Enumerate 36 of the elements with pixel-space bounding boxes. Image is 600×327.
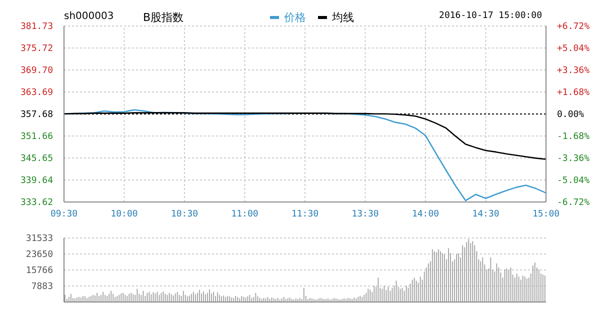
y-tick-label: 363.69 xyxy=(20,88,53,98)
x-tick-label: 13:30 xyxy=(352,209,379,220)
y-tick-label: 333.62 xyxy=(20,198,53,208)
chart-title: B股指数 xyxy=(143,10,184,25)
y-tick-label: 357.68 xyxy=(20,110,53,120)
x-tick-label: 15:00 xyxy=(532,209,560,220)
y-tick-label: 351.66 xyxy=(20,132,53,142)
y2-tick-label: -3.36% xyxy=(557,154,590,164)
y-tick-label: 339.64 xyxy=(20,176,53,186)
y-tick-label: 375.72 xyxy=(20,44,53,54)
y-tick-label: 7883 xyxy=(31,282,53,292)
x-tick-label: 10:00 xyxy=(110,209,138,220)
y-tick-label: 31533 xyxy=(26,234,53,244)
x-tick-label: 10:30 xyxy=(170,209,198,220)
x-tick-label: 14:00 xyxy=(412,209,440,220)
y2-tick-label: +3.36% xyxy=(557,66,590,76)
text: 2016-10-17 15:00:00 xyxy=(439,11,542,21)
y-tick-label: 15766 xyxy=(26,266,53,276)
y2-tick-label: -6.72% xyxy=(557,198,590,208)
y-tick-label: 369.70 xyxy=(20,66,53,76)
y2-tick-label: -1.68% xyxy=(557,132,590,142)
y-tick-label: 23650 xyxy=(26,250,53,260)
y2-tick-label: +5.04% xyxy=(557,44,590,54)
y2-tick-label: +6.72% xyxy=(557,22,590,32)
x-tick-label: 09:30 xyxy=(50,209,78,220)
x-tick-label: 11:00 xyxy=(231,209,258,220)
y2-tick-label: 0.00% xyxy=(557,110,585,120)
legend-label: 价格 xyxy=(283,10,306,25)
chart-subtitle: sh000003 xyxy=(64,11,114,22)
y-tick-label: 345.65 xyxy=(20,154,53,164)
x-tick-label: 11:30 xyxy=(291,209,319,220)
y2-tick-label: -5.04% xyxy=(557,176,590,186)
y-tick-label: 381.73 xyxy=(20,22,53,32)
y2-tick-label: +1.68% xyxy=(557,88,590,98)
legend-label: 均线 xyxy=(331,10,354,25)
x-tick-label: 14:30 xyxy=(472,209,500,220)
